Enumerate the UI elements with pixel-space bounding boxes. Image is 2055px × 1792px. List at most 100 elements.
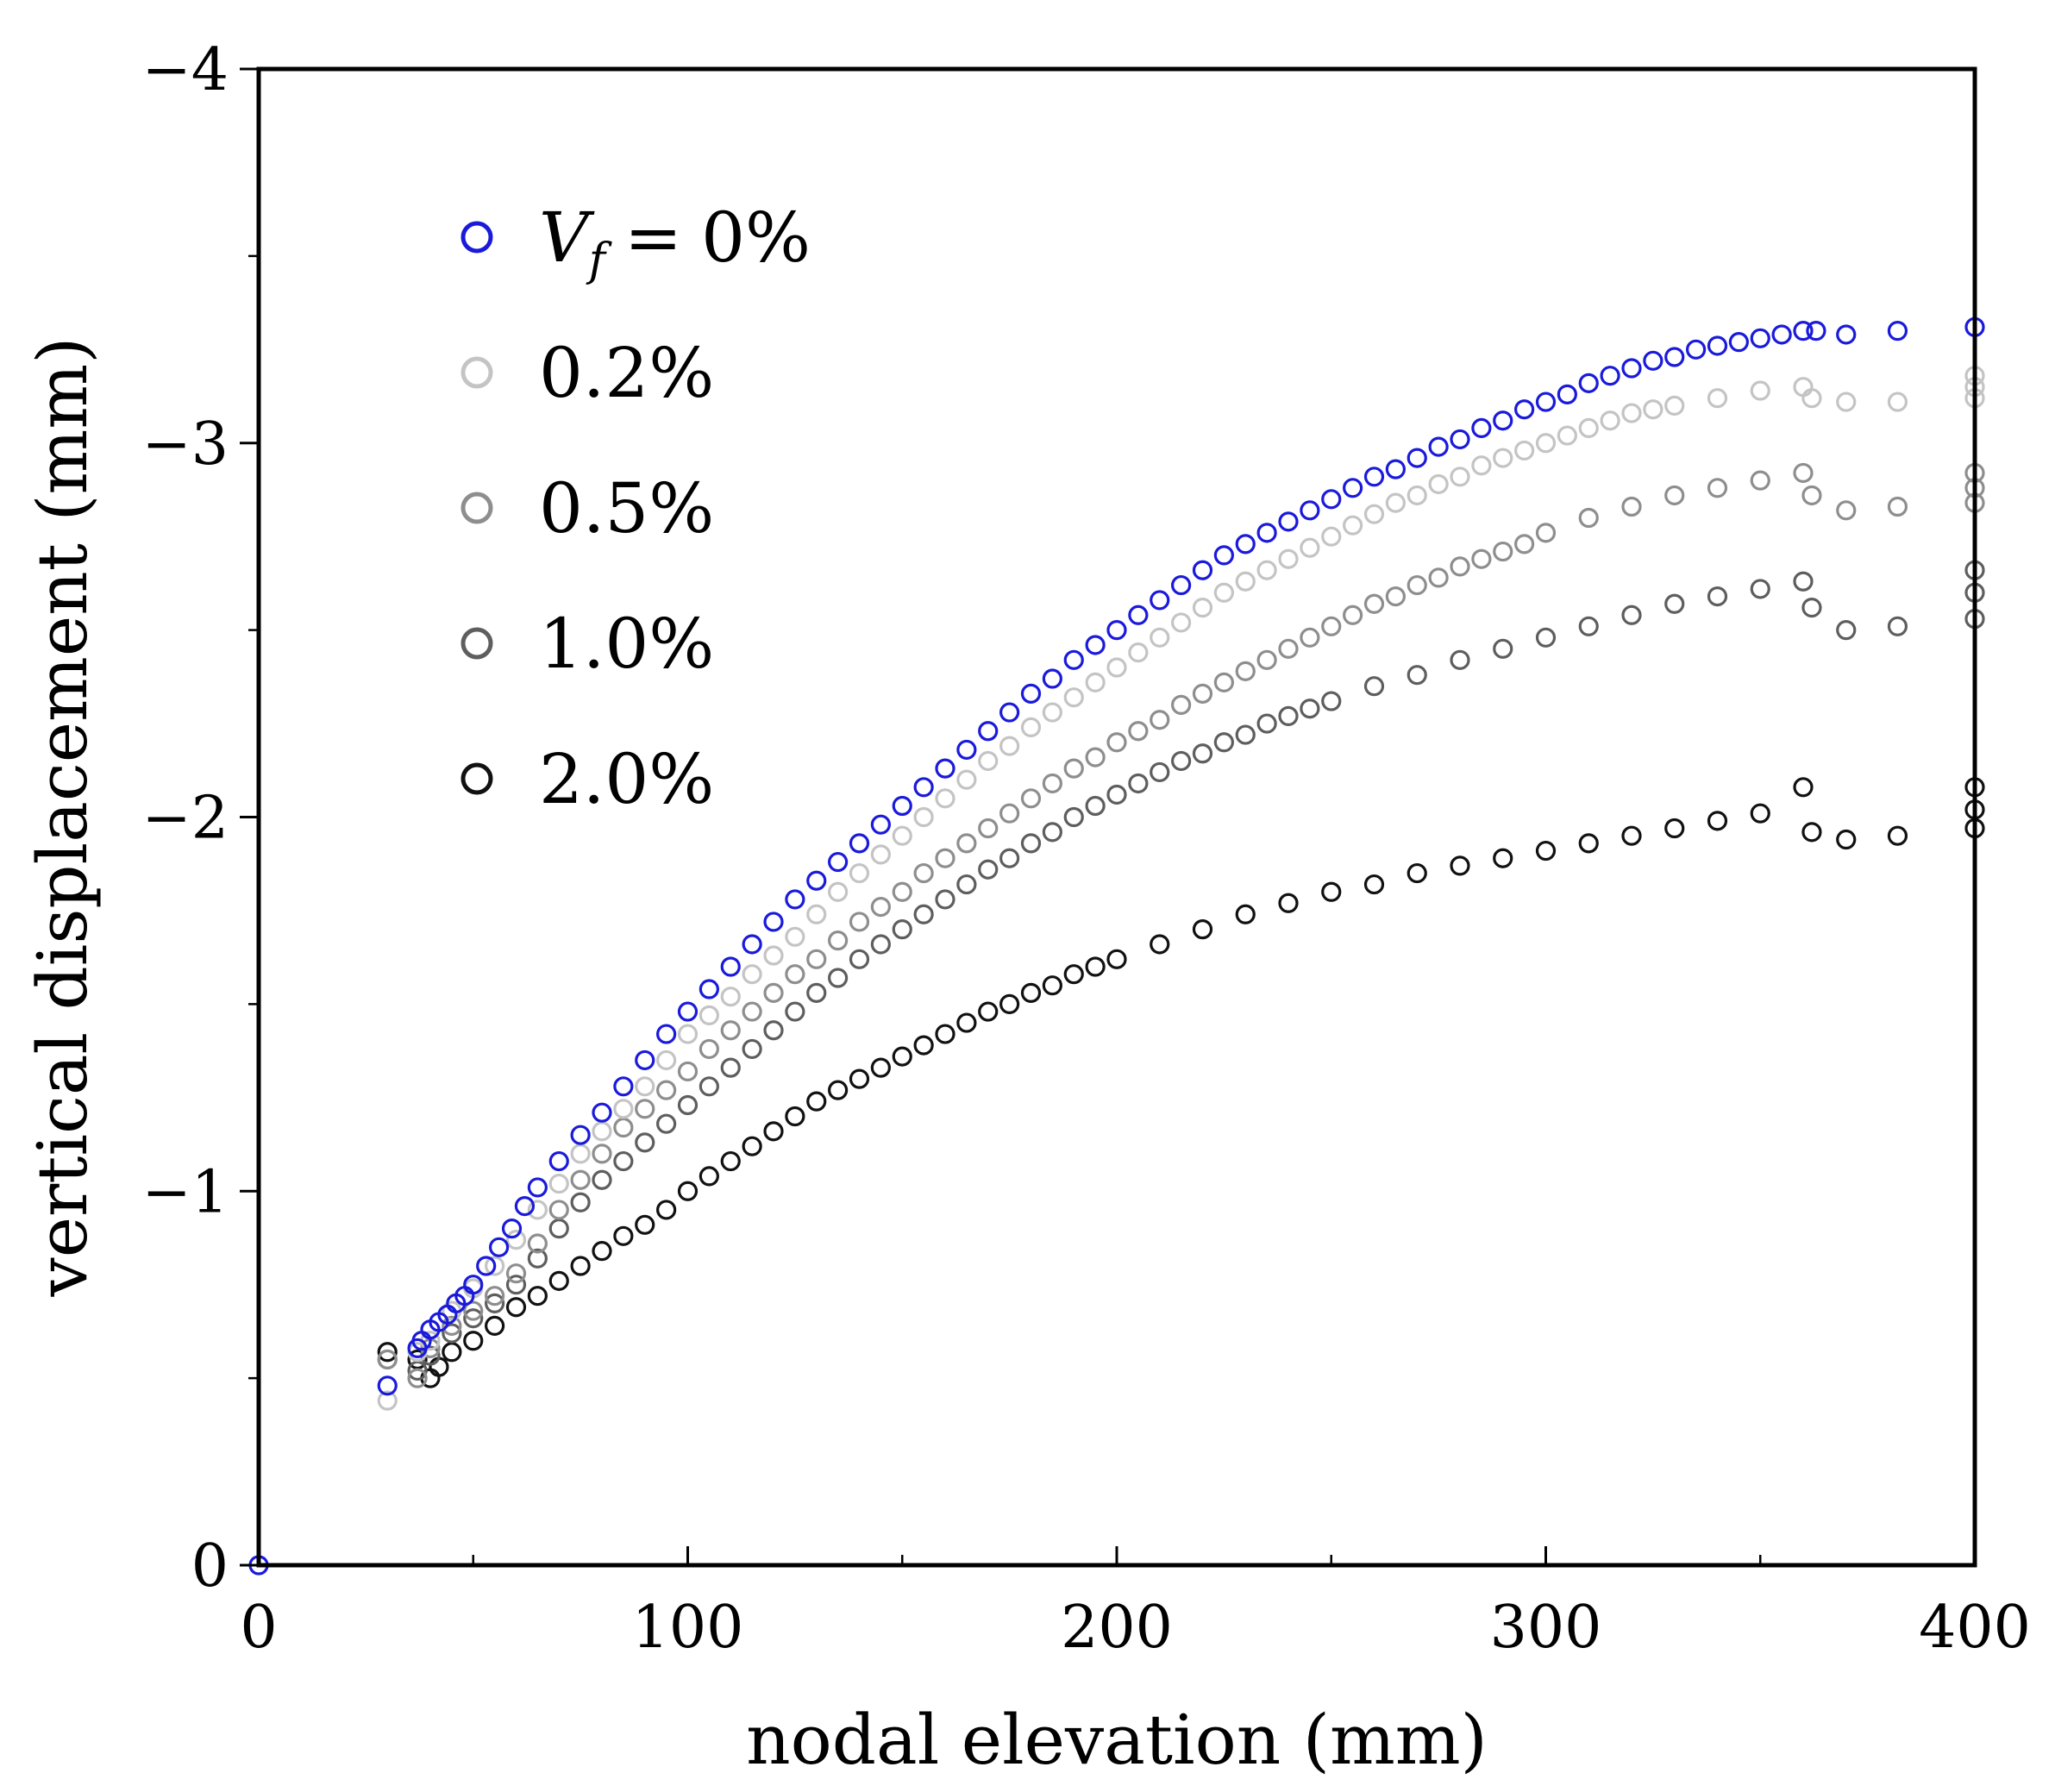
data-point <box>892 825 912 846</box>
data-point <box>1213 545 1234 566</box>
data-point <box>1407 862 1427 884</box>
data-point <box>1020 833 1042 854</box>
data-point <box>1192 560 1213 580</box>
data-point <box>476 1256 497 1276</box>
data-point <box>978 1001 999 1022</box>
data-point <box>1300 699 1320 719</box>
data-point <box>1235 661 1256 681</box>
data-point <box>1278 638 1299 659</box>
data-point <box>656 1024 677 1044</box>
data-point <box>978 721 999 742</box>
data-point <box>999 848 1020 868</box>
data-point <box>849 949 870 969</box>
data-point <box>1363 676 1385 697</box>
data-point <box>1428 436 1449 457</box>
legend-label: 0.2% <box>539 333 714 413</box>
data-point <box>1621 358 1642 379</box>
data-point <box>592 1241 612 1262</box>
data-point <box>1278 893 1299 913</box>
data-point <box>870 814 891 835</box>
data-point <box>870 1057 891 1078</box>
y-tick-label: −4 <box>142 36 229 104</box>
data-point <box>527 1248 548 1269</box>
data-point <box>1171 694 1192 715</box>
data-point <box>1256 560 1277 580</box>
data-point <box>377 1375 398 1396</box>
data-point <box>1793 777 1814 798</box>
data-point <box>656 1200 677 1220</box>
data-point <box>849 862 870 884</box>
data-point <box>1363 467 1385 487</box>
data-point <box>407 1360 428 1382</box>
data-point <box>1235 571 1256 592</box>
data-point <box>677 1094 699 1116</box>
data-point <box>1150 590 1170 611</box>
data-point <box>956 874 977 895</box>
data-point <box>635 1076 655 1097</box>
data-point <box>1213 672 1234 692</box>
data-point <box>1385 586 1406 607</box>
data-point <box>527 1233 548 1254</box>
data-point <box>1707 335 1728 356</box>
data-point <box>1192 919 1213 940</box>
data-point <box>1063 649 1084 670</box>
data-point <box>485 1293 505 1313</box>
data-point <box>501 1219 523 1239</box>
data-point <box>999 993 1020 1014</box>
data-point <box>1707 478 1728 498</box>
data-point <box>1836 324 1857 345</box>
data-point <box>1407 574 1427 596</box>
y-axis: 0 −1 −2 −3 −4 <box>142 36 259 1601</box>
data-point <box>1363 874 1385 895</box>
data-point <box>1836 392 1857 412</box>
data-point <box>956 739 977 761</box>
data-point <box>763 1121 784 1142</box>
data-point <box>1793 571 1814 592</box>
data-point <box>592 1102 612 1123</box>
data-point <box>806 1091 827 1112</box>
legend-equals: = <box>624 197 682 278</box>
data-point <box>377 1390 398 1411</box>
data-point <box>1020 788 1042 809</box>
data-point <box>1085 956 1106 977</box>
data-point <box>442 1342 462 1363</box>
data-point <box>1407 448 1427 468</box>
data-point <box>1887 616 1908 636</box>
data-point <box>1471 548 1492 569</box>
data-point <box>1514 399 1535 420</box>
data-point <box>1106 657 1127 678</box>
data-point <box>1450 429 1470 450</box>
data-point <box>1213 732 1234 753</box>
data-point <box>1106 784 1127 805</box>
data-point <box>1578 833 1599 854</box>
data-point <box>935 848 955 868</box>
data-point <box>1150 934 1170 955</box>
data-points <box>248 316 1985 1576</box>
data-point <box>913 1035 934 1056</box>
data-point <box>656 1113 677 1134</box>
data-point <box>742 964 762 985</box>
data-point <box>1707 811 1728 831</box>
data-point <box>913 904 934 924</box>
data-point <box>485 1256 505 1276</box>
data-point <box>505 1297 527 1318</box>
data-point <box>1535 627 1557 648</box>
data-point <box>1771 324 1792 345</box>
data-point <box>1300 537 1320 558</box>
data-point <box>505 1275 527 1295</box>
data-point <box>1171 612 1192 633</box>
data-point <box>913 806 934 828</box>
data-point <box>1621 605 1642 625</box>
legend: Vf = 0% 0.2% 0.5% 1.0% 2.0% <box>460 197 811 819</box>
data-point <box>870 934 891 955</box>
y-tick-label: −2 <box>142 785 229 853</box>
x-tick-label: 400 <box>1919 1594 2031 1662</box>
data-point <box>1063 758 1084 779</box>
data-point <box>1343 605 1363 625</box>
data-point <box>720 956 741 977</box>
data-point <box>1621 496 1642 517</box>
data-point <box>1278 548 1299 569</box>
data-point <box>935 1024 955 1044</box>
data-point <box>763 982 784 1003</box>
